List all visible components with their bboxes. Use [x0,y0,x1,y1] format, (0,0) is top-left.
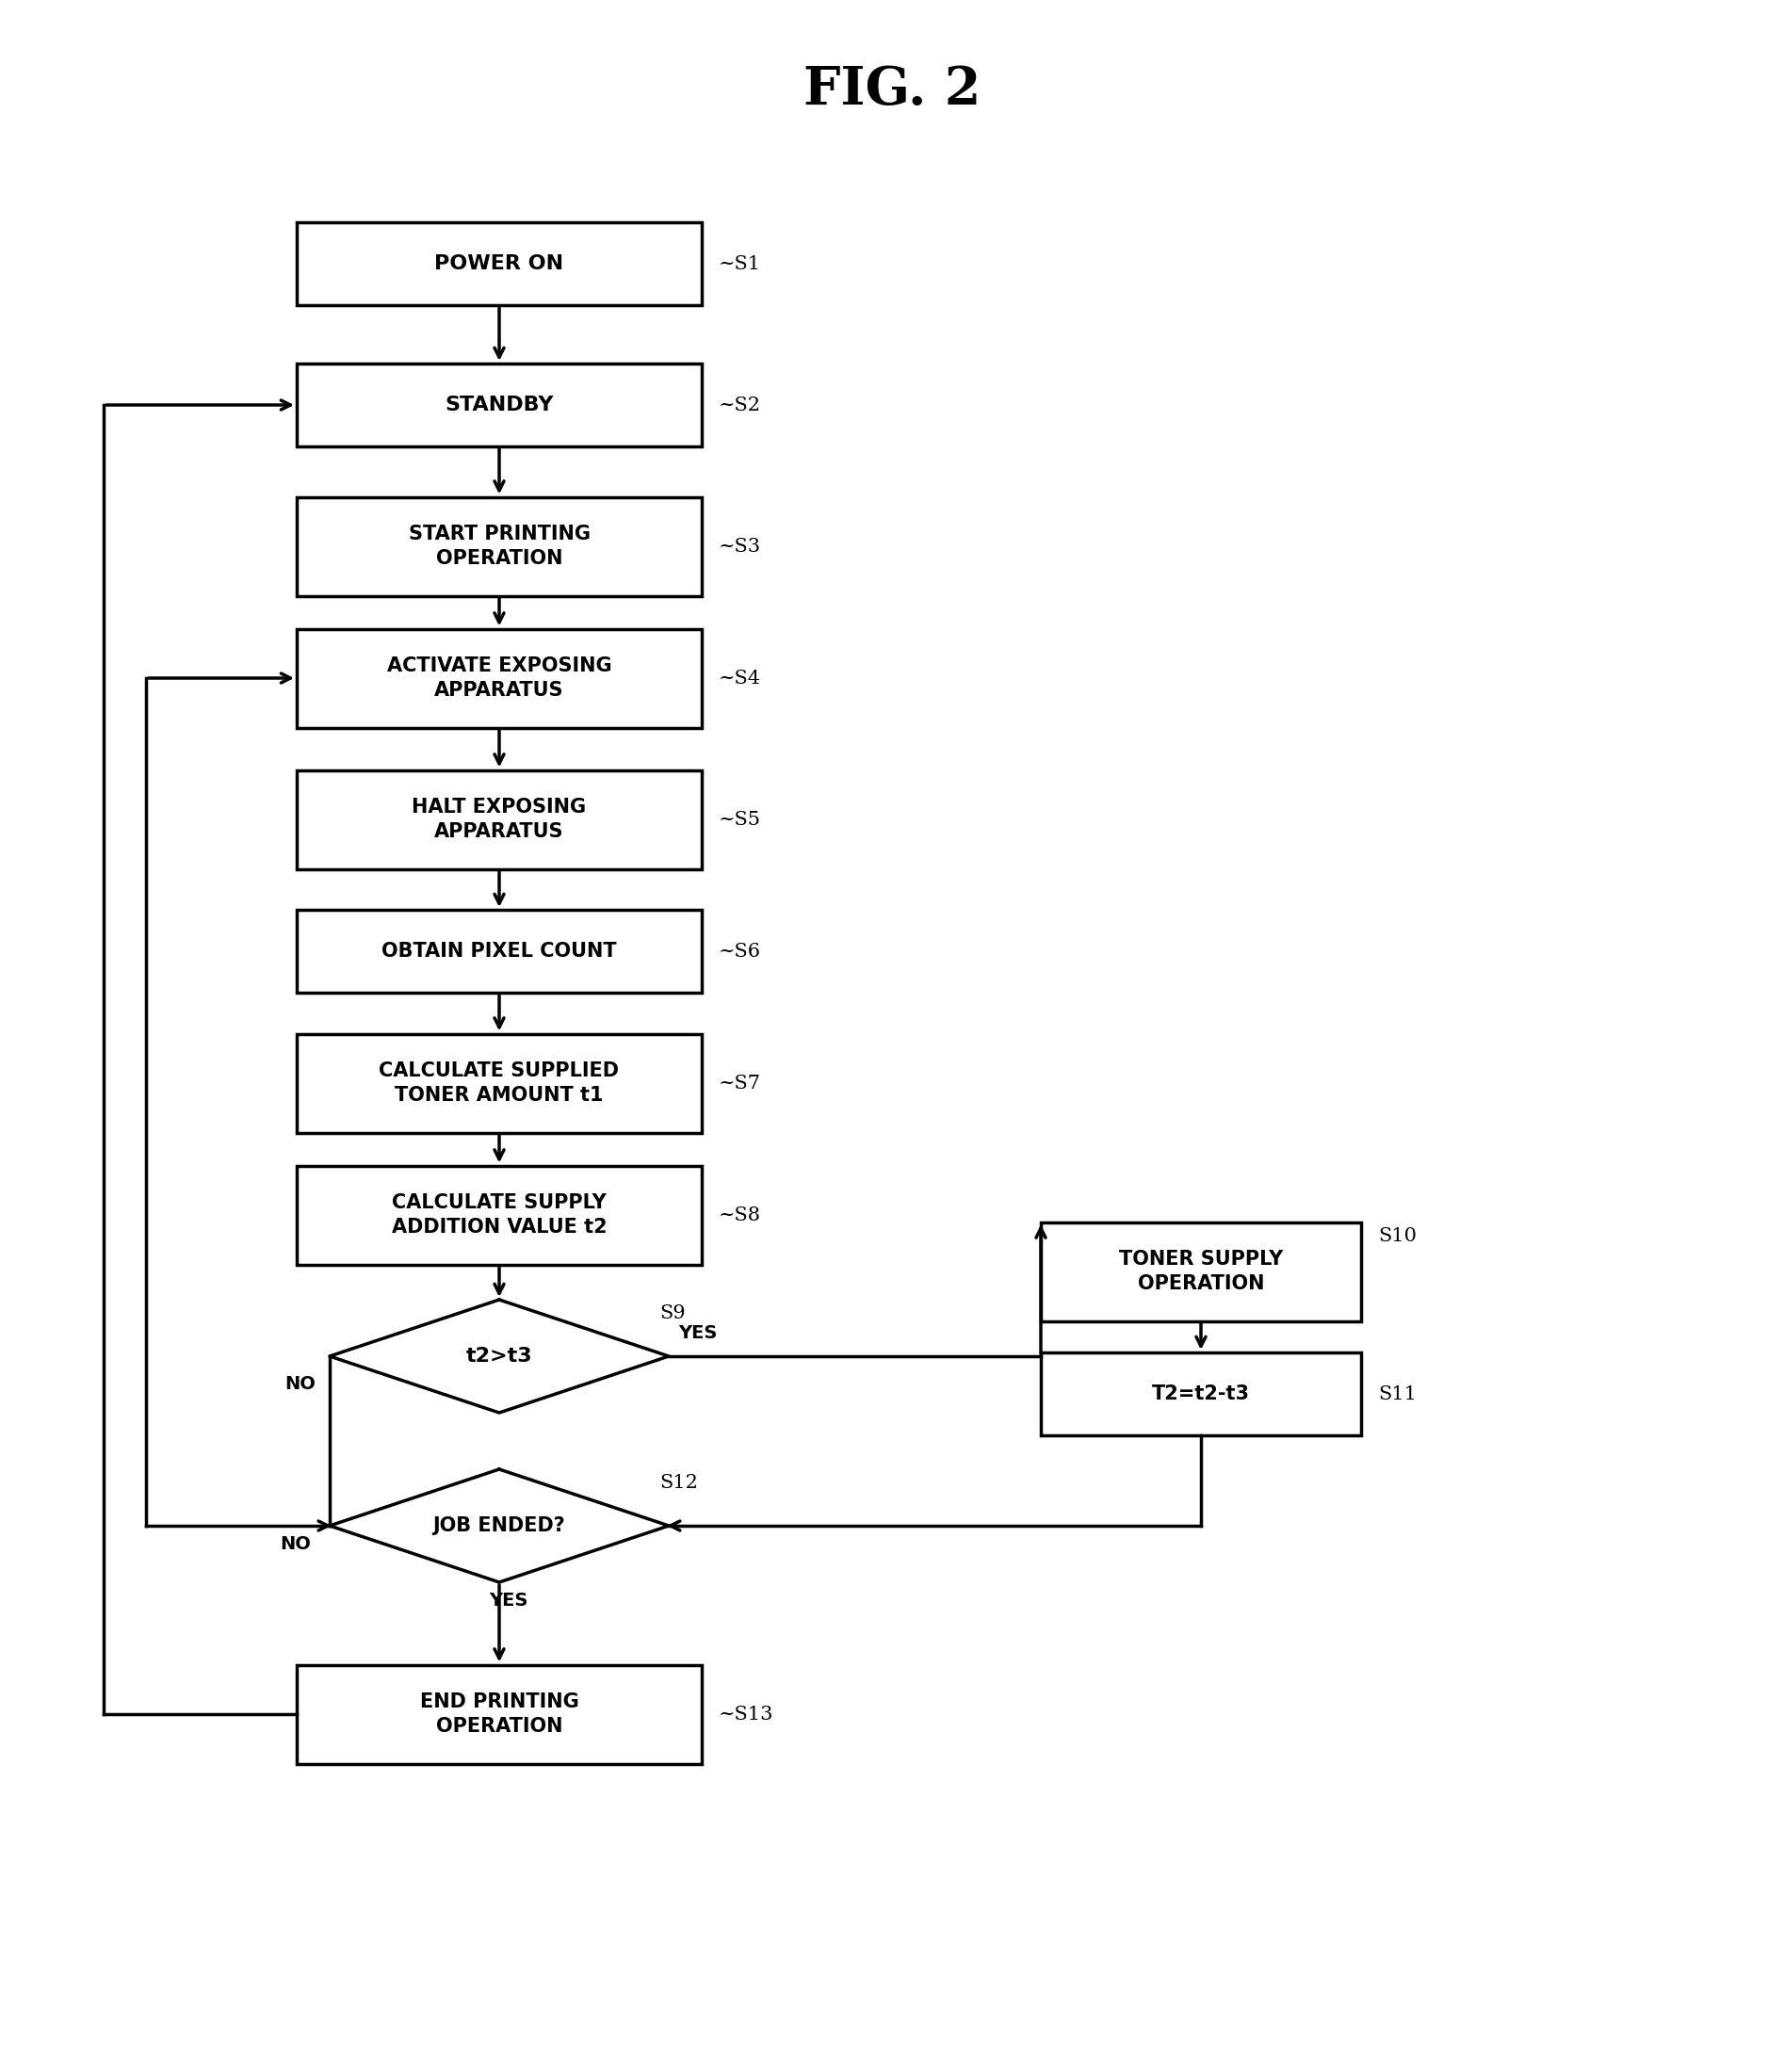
FancyBboxPatch shape [296,1034,701,1133]
Text: S10: S10 [1377,1227,1416,1245]
Text: ~S2: ~S2 [719,396,762,414]
Text: CALCULATE SUPPLIED
TONER AMOUNT t1: CALCULATE SUPPLIED TONER AMOUNT t1 [380,1061,619,1104]
Text: ~S8: ~S8 [719,1206,762,1225]
FancyBboxPatch shape [1040,1353,1361,1436]
Text: OBTAIN PIXEL COUNT: OBTAIN PIXEL COUNT [382,943,617,961]
Text: S9: S9 [660,1305,685,1322]
FancyBboxPatch shape [296,628,701,727]
FancyBboxPatch shape [296,222,701,305]
Text: S11: S11 [1377,1384,1416,1403]
FancyBboxPatch shape [296,771,701,868]
Text: STANDBY: STANDBY [444,396,553,414]
Text: ~S13: ~S13 [719,1705,774,1724]
Text: NO: NO [280,1535,310,1554]
FancyBboxPatch shape [296,910,701,992]
Text: ~S7: ~S7 [719,1073,762,1092]
FancyBboxPatch shape [296,1664,701,1763]
Text: t2>t3: t2>t3 [466,1347,532,1365]
Text: END PRINTING
OPERATION: END PRINTING OPERATION [419,1693,578,1736]
Text: POWER ON: POWER ON [435,255,564,274]
FancyBboxPatch shape [296,363,701,445]
Text: START PRINTING
OPERATION: START PRINTING OPERATION [409,524,591,568]
Text: TONER SUPPLY
OPERATION: TONER SUPPLY OPERATION [1119,1249,1283,1293]
Text: S12: S12 [660,1475,698,1492]
Text: HALT EXPOSING
APPARATUS: HALT EXPOSING APPARATUS [412,798,587,841]
Polygon shape [330,1469,669,1583]
Text: YES: YES [678,1324,717,1343]
Text: ~S3: ~S3 [719,537,762,555]
Text: NO: NO [285,1376,316,1392]
FancyBboxPatch shape [296,497,701,597]
FancyBboxPatch shape [296,1164,701,1264]
Text: ~S6: ~S6 [719,943,762,959]
Text: JOB ENDED?: JOB ENDED? [434,1517,566,1535]
Text: YES: YES [489,1591,528,1610]
Polygon shape [330,1299,669,1413]
Text: ~S4: ~S4 [719,669,762,688]
Text: FIG. 2: FIG. 2 [803,64,981,116]
Text: ACTIVATE EXPOSING
APPARATUS: ACTIVATE EXPOSING APPARATUS [387,657,612,700]
Text: CALCULATE SUPPLY
ADDITION VALUE t2: CALCULATE SUPPLY ADDITION VALUE t2 [391,1193,607,1237]
Text: T2=t2-t3: T2=t2-t3 [1152,1384,1251,1403]
Text: ~S5: ~S5 [719,810,762,829]
Text: ~S1: ~S1 [719,255,762,274]
FancyBboxPatch shape [1040,1222,1361,1322]
